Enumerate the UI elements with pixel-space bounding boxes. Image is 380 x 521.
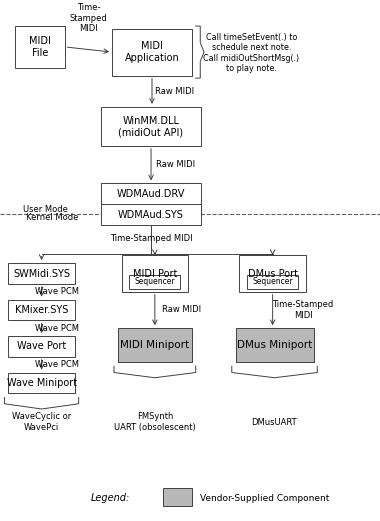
- Text: Legend:: Legend:: [90, 493, 130, 503]
- Text: Call timeSetEvent(.) to
schedule next note.
Call midiOutShortMsg(.)
to play note: Call timeSetEvent(.) to schedule next no…: [203, 33, 299, 73]
- FancyBboxPatch shape: [101, 183, 201, 204]
- Text: KMixer.SYS: KMixer.SYS: [15, 305, 68, 315]
- Text: Time-
Stamped
MIDI: Time- Stamped MIDI: [70, 3, 107, 33]
- Text: Time-Stamped MIDI: Time-Stamped MIDI: [110, 233, 192, 243]
- FancyBboxPatch shape: [236, 328, 314, 362]
- Text: Kernel Mode: Kernel Mode: [26, 213, 78, 222]
- Text: DMusUART: DMusUART: [252, 417, 297, 427]
- FancyBboxPatch shape: [8, 300, 75, 320]
- FancyBboxPatch shape: [101, 204, 201, 225]
- Text: WinMM.DLL
(midiOut API): WinMM.DLL (midiOut API): [119, 116, 184, 137]
- Text: Sequencer: Sequencer: [252, 277, 293, 287]
- Text: Wave PCM: Wave PCM: [35, 360, 79, 369]
- FancyBboxPatch shape: [118, 328, 192, 362]
- Text: WDMAud.SYS: WDMAud.SYS: [118, 209, 184, 220]
- FancyBboxPatch shape: [122, 255, 188, 292]
- Text: FMSynth
UART (obsolescent): FMSynth UART (obsolescent): [114, 412, 196, 432]
- Text: Raw MIDI: Raw MIDI: [156, 160, 195, 169]
- Text: Raw MIDI: Raw MIDI: [162, 305, 201, 315]
- Text: User Mode: User Mode: [23, 205, 68, 215]
- FancyBboxPatch shape: [8, 263, 75, 284]
- FancyBboxPatch shape: [101, 107, 201, 146]
- Text: Vendor-Supplied Component: Vendor-Supplied Component: [200, 493, 329, 503]
- Text: MIDI
Application: MIDI Application: [125, 41, 179, 63]
- Text: Time-Stamped
MIDI: Time-Stamped MIDI: [272, 300, 334, 320]
- Text: MIDI
File: MIDI File: [29, 36, 51, 58]
- FancyBboxPatch shape: [112, 29, 192, 76]
- Text: Wave Port: Wave Port: [17, 341, 66, 352]
- Text: DMus Miniport: DMus Miniport: [237, 340, 312, 350]
- FancyBboxPatch shape: [247, 275, 298, 289]
- Text: MIDI Miniport: MIDI Miniport: [120, 340, 189, 350]
- Text: Wave Miniport: Wave Miniport: [6, 378, 77, 388]
- FancyBboxPatch shape: [129, 275, 180, 289]
- Text: Raw MIDI: Raw MIDI: [155, 86, 194, 96]
- Text: WDMAud.DRV: WDMAud.DRV: [117, 189, 185, 199]
- Text: Sequencer: Sequencer: [135, 277, 175, 287]
- FancyBboxPatch shape: [8, 336, 75, 357]
- Text: DMus Port: DMus Port: [248, 268, 298, 279]
- Text: Wave PCM: Wave PCM: [35, 324, 79, 333]
- FancyBboxPatch shape: [163, 488, 192, 506]
- Text: MIDI Port: MIDI Port: [133, 268, 177, 279]
- Text: WaveCyclic or
WavePci: WaveCyclic or WavePci: [12, 412, 71, 432]
- FancyBboxPatch shape: [15, 26, 65, 68]
- Text: SWMidi.SYS: SWMidi.SYS: [13, 268, 70, 279]
- FancyBboxPatch shape: [239, 255, 306, 292]
- Text: Wave PCM: Wave PCM: [35, 287, 79, 296]
- FancyBboxPatch shape: [8, 373, 75, 393]
